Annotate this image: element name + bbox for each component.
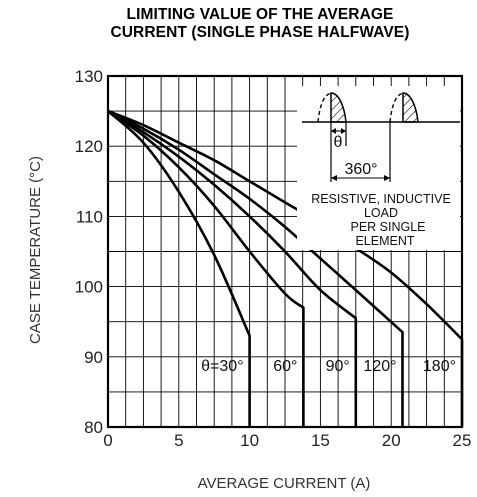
half-wave-dashed-1 [317,92,332,123]
theta-label: θ [334,134,343,151]
period-arrow-left [331,175,337,181]
half-wave-hatched-2 [402,92,419,123]
series-line-4 [107,109,464,427]
curve-label-3: 120° [363,358,396,375]
x-tick-label: 25 [453,431,472,450]
chart-title: LIMITING VALUE OF THE AVERAGE [126,6,394,23]
curve-label-4: 180° [423,358,456,375]
curve-label-2: 90° [326,358,350,375]
y-tick-label: 80 [84,418,103,437]
note-line-0: RESISTIVE, INDUCTIVE [311,192,451,206]
y-tick-label: 120 [75,137,103,156]
y-axis-label: CASE TEMPERATURE (°C) [27,156,44,344]
series-lines [107,109,464,427]
x-tick-label: 10 [240,431,259,450]
y-tick-label: 100 [75,278,103,297]
curve-label-0: θ=30° [201,358,243,375]
note-line-3: ELEMENT [355,234,414,248]
curve-labels: θ=30° 60° 90° 120° 180° [201,358,456,375]
series-line-2 [107,109,358,427]
y-tick-label: 90 [84,348,103,367]
y-tick-label: 130 [75,67,103,86]
period-arrow-right [384,175,390,181]
series-line-1 [107,110,305,427]
theta-arrow-right [341,128,346,134]
note-line-1: LOAD [364,206,398,220]
x-tick-label: 20 [382,431,401,450]
period-label: 360° [344,161,377,178]
x-axis-label: AVERAGE CURRENT (A) [198,475,371,492]
y-tick-label: 110 [76,207,103,226]
curve-label-1: 60° [273,358,297,375]
half-wave-dashed-2 [389,92,404,123]
series-line-3 [107,109,404,427]
series-line-0 [107,110,251,427]
x-tick-label: 15 [311,431,330,450]
chart-subtitle: CURRENT (SINGLE PHASE HALFWAVE) [110,24,410,41]
tick-labels: 0 5 10 15 20 25 80 90 100 110 120 130 [75,67,472,450]
period-label-bg [340,160,382,176]
theta-arrow-left [331,128,336,134]
x-tick-label: 0 [103,431,112,450]
note-line-2: PER SINGLE [350,220,425,234]
x-tick-label: 5 [174,431,183,450]
plot-frame [106,74,464,429]
